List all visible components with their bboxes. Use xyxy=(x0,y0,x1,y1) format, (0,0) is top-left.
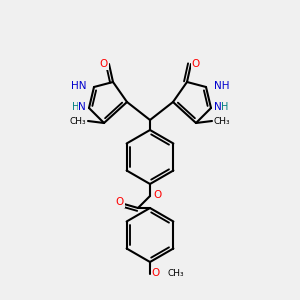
Text: O: O xyxy=(116,197,124,207)
Text: N: N xyxy=(214,102,222,112)
Text: O: O xyxy=(100,59,108,69)
Text: NH: NH xyxy=(214,81,230,91)
Text: CH₃: CH₃ xyxy=(69,116,86,125)
Text: CH₃: CH₃ xyxy=(168,268,184,278)
Text: H: H xyxy=(221,102,228,112)
Text: H: H xyxy=(72,102,79,112)
Text: HN: HN xyxy=(70,81,86,91)
Text: O: O xyxy=(152,268,160,278)
Text: CH₃: CH₃ xyxy=(214,116,231,125)
Text: O: O xyxy=(153,190,161,200)
Text: O: O xyxy=(192,59,200,69)
Text: N: N xyxy=(78,102,86,112)
